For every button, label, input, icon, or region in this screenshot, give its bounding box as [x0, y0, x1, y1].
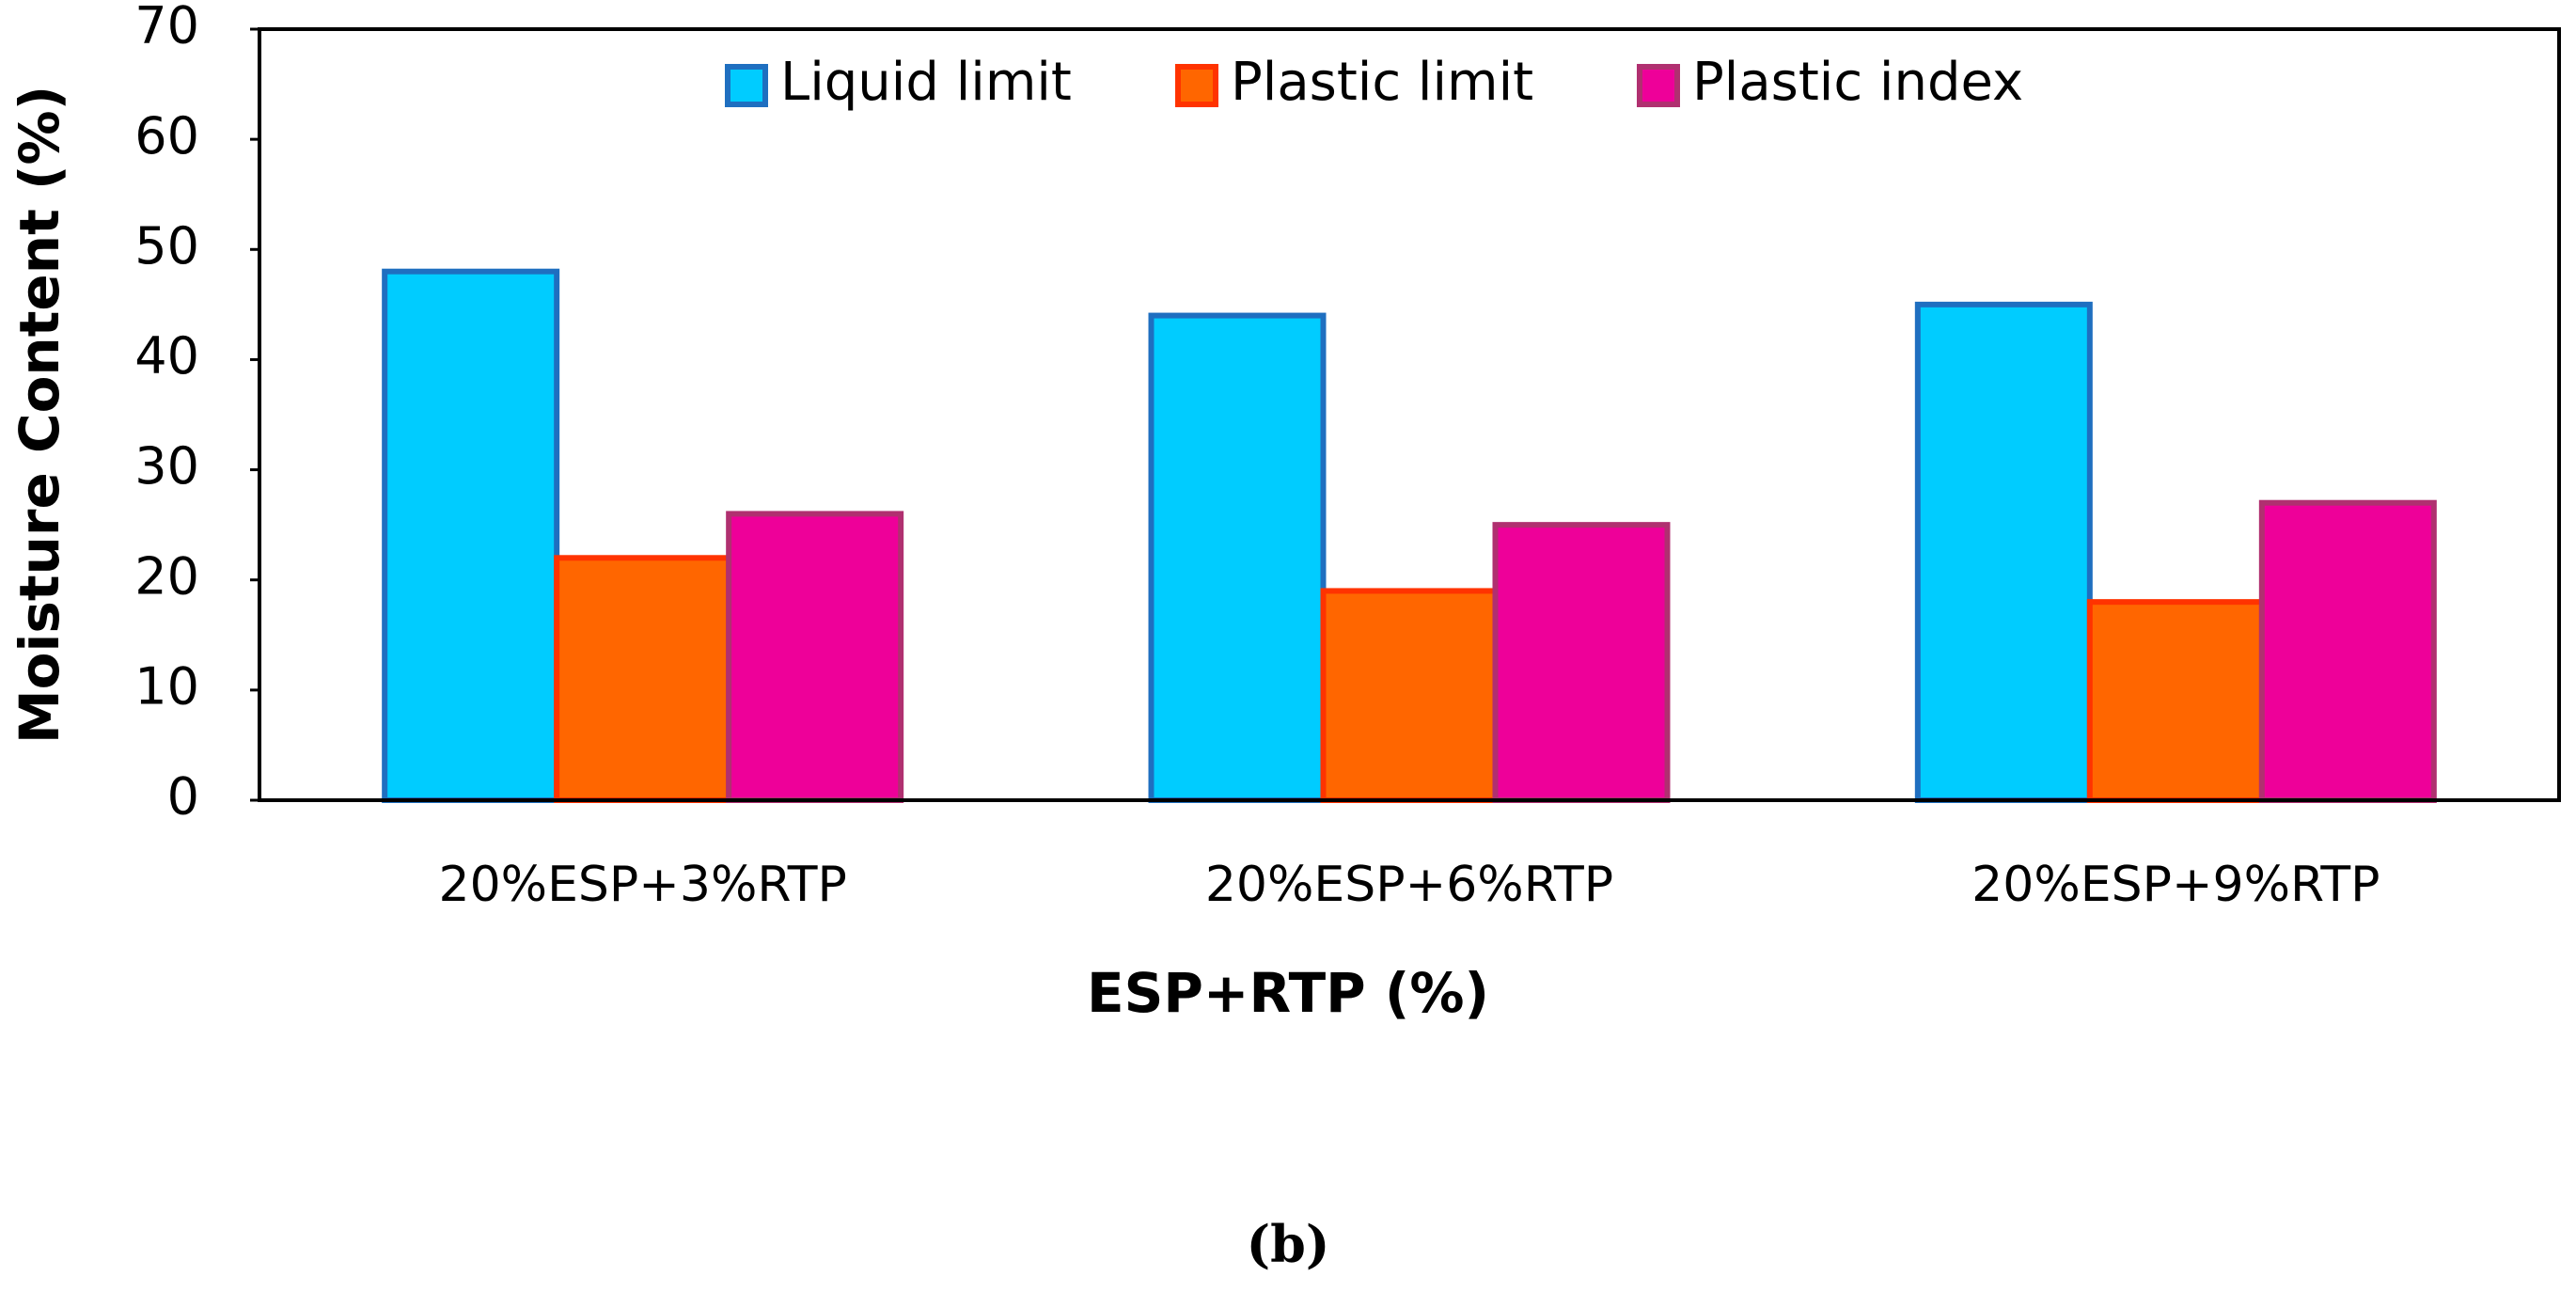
bar — [726, 511, 904, 804]
y-tick-label: 0 — [167, 767, 199, 827]
bar — [554, 555, 732, 803]
x-tick-label: 20%ESP+3%RTP — [438, 857, 846, 913]
legend-swatch — [1175, 64, 1218, 107]
bar — [1320, 588, 1499, 804]
plot-frame — [258, 27, 2561, 802]
legend-label: Plastic limit — [1231, 52, 1533, 113]
y-tick-label: 70 — [134, 0, 199, 55]
legend-label: Plastic index — [1692, 52, 2023, 113]
caption: (b) — [1247, 1214, 1330, 1274]
bar — [382, 268, 560, 803]
x-tick-label: 20%ESP+6%RTP — [1205, 857, 1613, 913]
legend-swatch — [725, 64, 768, 107]
bar — [1148, 312, 1327, 804]
y-tick-label: 50 — [134, 216, 199, 276]
legend-swatch — [1637, 64, 1680, 107]
y-tick-label: 10 — [134, 656, 199, 716]
y-tick-label: 30 — [134, 436, 199, 496]
y-tick-label: 40 — [134, 326, 199, 386]
bar — [2258, 499, 2437, 803]
bar — [1492, 522, 1671, 804]
y-tick-label: 60 — [134, 106, 199, 165]
x-axis-title: ESP+RTP (%) — [1087, 961, 1489, 1025]
y-tick-label: 20 — [134, 546, 199, 606]
x-tick-label: 20%ESP+9%RTP — [1971, 857, 2380, 913]
legend-label: Liquid limit — [780, 52, 1072, 113]
y-axis-title: Moisture Content (%) — [8, 86, 71, 744]
bar — [2086, 599, 2265, 804]
bar — [1914, 301, 2093, 804]
